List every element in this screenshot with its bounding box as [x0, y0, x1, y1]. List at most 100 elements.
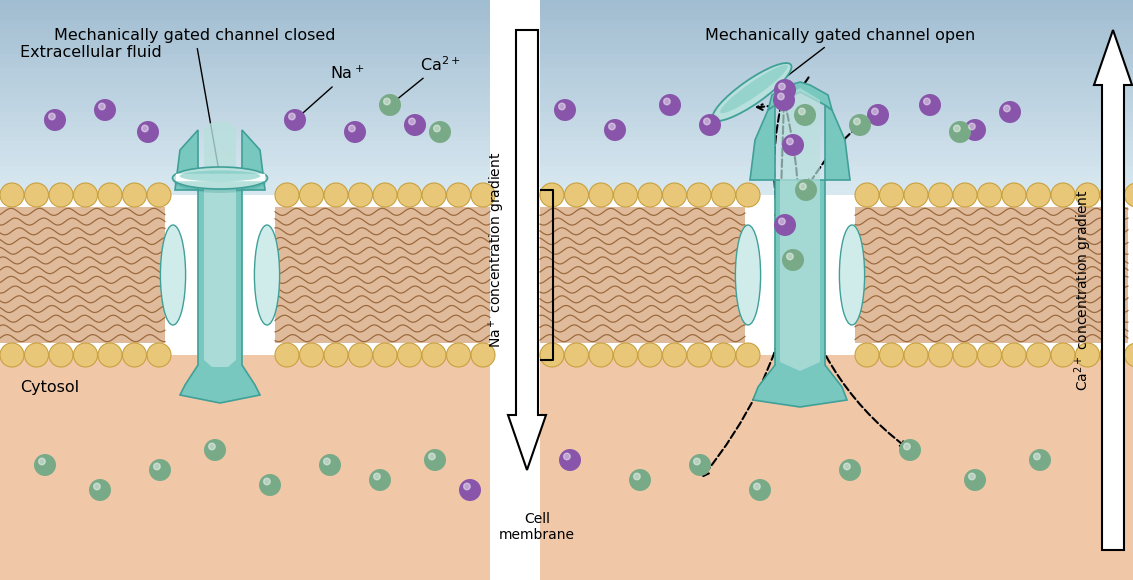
Circle shape — [704, 118, 710, 125]
Bar — [0, 78, 489, 83]
Circle shape — [446, 343, 470, 367]
Circle shape — [44, 109, 66, 131]
Circle shape — [90, 479, 111, 501]
Text: Cell
membrane: Cell membrane — [499, 512, 576, 542]
Bar — [176, 174, 264, 180]
Circle shape — [867, 104, 889, 126]
Bar — [540, 78, 1133, 83]
Bar — [0, 131, 489, 136]
Bar — [0, 151, 489, 156]
Bar — [0, 9, 489, 14]
Bar — [540, 19, 1133, 24]
Circle shape — [204, 439, 225, 461]
Circle shape — [374, 473, 381, 480]
Circle shape — [736, 183, 760, 207]
Circle shape — [699, 114, 721, 136]
Bar — [540, 161, 1133, 166]
Circle shape — [1002, 183, 1026, 207]
Text: Extracellular fluid: Extracellular fluid — [20, 45, 162, 60]
Bar — [0, 207, 165, 343]
Bar — [0, 97, 489, 103]
Polygon shape — [204, 122, 236, 367]
Circle shape — [137, 121, 159, 143]
Circle shape — [778, 83, 785, 90]
Circle shape — [964, 469, 986, 491]
Text: Ca$^{2+}$ concentration gradient: Ca$^{2+}$ concentration gradient — [1072, 189, 1093, 391]
Circle shape — [923, 98, 930, 105]
Circle shape — [424, 449, 446, 471]
Circle shape — [94, 483, 100, 490]
Bar — [540, 146, 1133, 151]
Circle shape — [629, 469, 651, 491]
Circle shape — [953, 343, 977, 367]
Circle shape — [25, 343, 49, 367]
Circle shape — [540, 343, 564, 367]
Circle shape — [849, 114, 871, 136]
Circle shape — [299, 183, 324, 207]
Bar — [275, 207, 489, 343]
Bar — [0, 29, 489, 34]
Circle shape — [349, 183, 373, 207]
Circle shape — [753, 483, 760, 490]
Circle shape — [999, 101, 1021, 123]
Bar — [540, 48, 1133, 53]
Circle shape — [446, 183, 470, 207]
Circle shape — [49, 343, 73, 367]
Text: Ca$^{2+}$: Ca$^{2+}$ — [392, 55, 461, 103]
Bar — [540, 151, 1133, 156]
Bar — [540, 131, 1133, 136]
Bar — [0, 185, 489, 190]
Text: Na$^+$ concentration gradient: Na$^+$ concentration gradient — [487, 152, 508, 348]
Circle shape — [879, 343, 903, 367]
Circle shape — [559, 449, 581, 471]
Ellipse shape — [172, 167, 267, 193]
Bar — [540, 29, 1133, 34]
Circle shape — [122, 183, 146, 207]
Bar — [0, 5, 489, 10]
Bar — [0, 355, 489, 580]
Bar — [540, 170, 1133, 176]
Circle shape — [147, 343, 171, 367]
Circle shape — [1100, 183, 1124, 207]
Circle shape — [154, 463, 160, 470]
Circle shape — [773, 89, 795, 111]
Bar — [540, 5, 1133, 10]
Circle shape — [349, 125, 356, 132]
Polygon shape — [768, 82, 832, 110]
Text: Na$^+$: Na$^+$ — [297, 65, 365, 118]
Circle shape — [774, 79, 796, 101]
Circle shape — [782, 249, 804, 271]
Circle shape — [1002, 343, 1026, 367]
Bar — [0, 92, 489, 97]
Circle shape — [949, 121, 971, 143]
Circle shape — [208, 443, 215, 450]
Circle shape — [459, 479, 482, 501]
Bar — [540, 38, 1133, 44]
Circle shape — [344, 121, 366, 143]
Circle shape — [774, 214, 796, 236]
Circle shape — [324, 458, 330, 465]
Circle shape — [1026, 343, 1050, 367]
Bar — [540, 92, 1133, 97]
Bar — [0, 165, 489, 171]
Circle shape — [74, 343, 97, 367]
Circle shape — [150, 459, 171, 481]
Circle shape — [604, 119, 627, 141]
Bar — [0, 155, 489, 161]
Ellipse shape — [180, 171, 261, 182]
Bar — [0, 44, 489, 49]
Circle shape — [954, 125, 961, 132]
Bar — [0, 0, 489, 5]
Circle shape — [1100, 343, 1124, 367]
Circle shape — [664, 98, 671, 105]
Bar — [540, 63, 1133, 68]
Circle shape — [409, 118, 415, 125]
Bar — [0, 68, 489, 73]
Circle shape — [1075, 343, 1099, 367]
Bar — [540, 68, 1133, 73]
Circle shape — [786, 253, 793, 260]
Circle shape — [275, 343, 299, 367]
Circle shape — [49, 113, 56, 120]
Bar — [0, 38, 489, 44]
Bar — [0, 87, 489, 93]
